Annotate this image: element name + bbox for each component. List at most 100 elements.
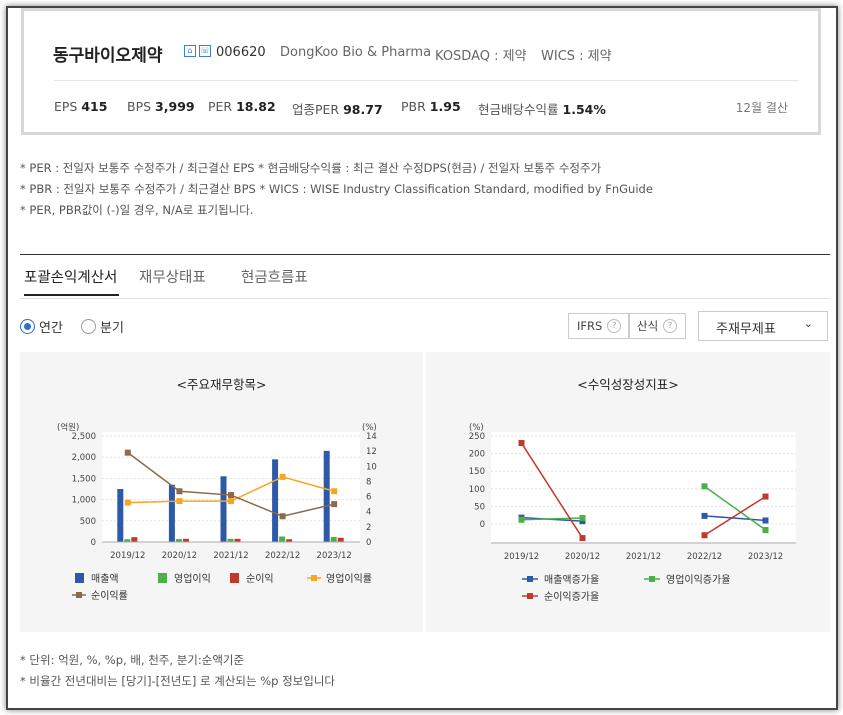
tab-cash-flow[interactable]: 현금흐름표 bbox=[241, 270, 308, 286]
y2-tick-label: 8 bbox=[366, 477, 371, 487]
point-순이익률 bbox=[228, 492, 234, 499]
y-tick-label: 2,500 bbox=[72, 432, 96, 442]
legend-swatch-순이익률 bbox=[76, 592, 82, 598]
bar-영업이익 bbox=[330, 536, 337, 542]
statement-tabs: 포괄손익계산서 재무상태표 현금흐름표 bbox=[20, 266, 830, 299]
home-icon[interactable]: ⌂ bbox=[184, 45, 196, 57]
legend-label-영업이익률: 영업이익률 bbox=[326, 572, 372, 585]
point-순이익률 bbox=[176, 488, 183, 495]
legend-swatch-영업이익률 bbox=[311, 575, 317, 581]
chart-title: <주요재무항목> bbox=[176, 377, 267, 392]
stat-pbr: PBR 1.95 bbox=[401, 99, 461, 114]
line-순이익증가율 bbox=[520, 442, 584, 539]
formula-label: 산식 bbox=[637, 319, 659, 333]
bar-매출액 bbox=[323, 450, 330, 542]
radio-quarter[interactable]: 분기 bbox=[81, 317, 124, 336]
point-매출액증가율 bbox=[701, 512, 708, 519]
y-tick-label: 50 bbox=[474, 502, 485, 512]
y-tick-label: 150 bbox=[469, 467, 485, 477]
point-순이익증가율 bbox=[518, 440, 525, 447]
y-tick-label: 1,000 bbox=[72, 496, 96, 506]
point-매출액증가율 bbox=[762, 517, 769, 524]
radio-annual-label: 연간 bbox=[39, 321, 63, 336]
company-header: 동구바이오제약 ⌂ ☏ 006620 DongKoo Bio & Pharma … bbox=[21, 8, 821, 135]
bar-순이익 bbox=[131, 537, 138, 542]
y2-tick-label: 6 bbox=[366, 493, 371, 503]
english-name: DongKoo Bio & Pharma bbox=[280, 45, 432, 60]
x-tick-label: 2023/12 bbox=[748, 552, 783, 562]
point-순이익증가율 bbox=[762, 493, 769, 500]
formula-toggle[interactable]: 산식? bbox=[628, 313, 687, 339]
statement-type-select[interactable]: 주재무제표 ⌄ bbox=[698, 311, 828, 341]
y-tick-label: 500 bbox=[80, 517, 96, 527]
bar-매출액 bbox=[117, 489, 124, 542]
x-tick-label: 2021/12 bbox=[626, 552, 661, 562]
y-tick-label: 1,500 bbox=[72, 474, 96, 484]
stat-industry-per: 업종PER 98.77 bbox=[292, 102, 383, 117]
line-매출액증가율 bbox=[704, 515, 766, 522]
y-tick-label: 250 bbox=[469, 432, 485, 442]
point-영업이익증가율 bbox=[701, 483, 708, 490]
ifrs-toggle[interactable]: IFRS? bbox=[568, 313, 631, 339]
point-순이익률 bbox=[124, 449, 131, 456]
ifrs-label: IFRS bbox=[577, 319, 603, 333]
bar-매출액 bbox=[168, 484, 175, 542]
x-tick-label: 2020/12 bbox=[565, 552, 600, 562]
tab-income-statement[interactable]: 포괄손익계산서 bbox=[24, 266, 120, 296]
legend-swatch-순이익증가율 bbox=[527, 593, 533, 599]
legend-label-순이익률: 순이익률 bbox=[91, 590, 128, 602]
radio-circle bbox=[81, 319, 96, 334]
select-value: 주재무제표 bbox=[716, 322, 776, 337]
point-영업이익증가율 bbox=[579, 515, 586, 522]
legend-label-영업이익: 영업이익 bbox=[174, 572, 211, 585]
stat-bps: BPS 3,999 bbox=[127, 99, 195, 114]
legend-label-순이익: 순이익 bbox=[246, 573, 274, 585]
y2-tick-label: 2 bbox=[366, 523, 371, 533]
radio-annual[interactable]: 연간 bbox=[20, 317, 63, 336]
point-영업이익률 bbox=[279, 473, 286, 480]
bar-영업이익 bbox=[175, 539, 182, 542]
point-순이익률 bbox=[331, 501, 338, 508]
phone-icon[interactable]: ☏ bbox=[199, 45, 211, 57]
y-axis-unit: (억원) bbox=[57, 422, 79, 433]
window-frame: 동구바이오제약 ⌂ ☏ 006620 DongKoo Bio & Pharma … bbox=[6, 6, 838, 710]
growth-chart: 250 200 150 100 50 0 (%) 2019/12 2020/12 2021/12 2… bbox=[469, 423, 796, 603]
stat-eps: EPS 415 bbox=[54, 99, 108, 114]
legend-swatch-영업이익증가율 bbox=[649, 576, 655, 582]
footer-line: * 단위: 억원, %, %p, 배, 천주, 분기:순액기준 bbox=[20, 653, 245, 667]
y-tick-label: 0 bbox=[91, 538, 96, 548]
bar-영업이익 bbox=[124, 539, 131, 542]
chart-title: <수익성장성지표> bbox=[577, 377, 679, 392]
stat-per: PER 18.82 bbox=[208, 99, 276, 114]
tab-balance-sheet[interactable]: 재무상태표 bbox=[139, 270, 206, 286]
bar-영업이익 bbox=[279, 536, 286, 542]
bar-순이익 bbox=[286, 539, 293, 542]
y-axis-unit: (%) bbox=[469, 423, 484, 433]
x-tick-label: 2019/12 bbox=[504, 552, 539, 562]
market-label: KOSDAQ : 제약 bbox=[435, 49, 527, 64]
note-line: * PER : 전일자 보통주 수정주가 / 최근결산 EPS * 현금배당수익… bbox=[20, 161, 602, 175]
point-영업이익률 bbox=[124, 499, 131, 506]
financial-items-chart: 2,500 2,000 1,500 1,000 500 0 14 12 10 8 6 4 2 0 (억원) (… bbox=[57, 422, 377, 602]
bar-영업이익 bbox=[227, 538, 234, 542]
plot-area bbox=[491, 432, 796, 543]
fiscal-label: 12월 결산 bbox=[735, 101, 788, 115]
point-영업이익증가율 bbox=[762, 526, 769, 533]
x-tick-label: 2020/12 bbox=[162, 551, 197, 561]
help-icon[interactable]: ? bbox=[663, 319, 678, 333]
section-divider bbox=[20, 254, 830, 255]
bar-매출액 bbox=[272, 459, 279, 542]
radio-quarter-label: 분기 bbox=[100, 321, 124, 336]
legend-label-매출액: 매출액 bbox=[91, 573, 119, 585]
footer-line: * 비율간 전년대비는 [당기]-[전년도] 로 계산되는 %p 정보입니다 bbox=[20, 674, 335, 688]
radio-circle bbox=[20, 319, 35, 334]
y-tick-label: 200 bbox=[469, 450, 485, 460]
help-icon[interactable]: ? bbox=[607, 319, 622, 333]
bar-순이익 bbox=[337, 537, 344, 542]
bar-순이익 bbox=[234, 538, 241, 542]
y-tick-label: 100 bbox=[469, 485, 485, 495]
wics-label: WICS : 제약 bbox=[541, 49, 612, 64]
notes: * PER : 전일자 보통주 수정주가 / 최근결산 EPS * 현금배당수익… bbox=[20, 158, 653, 221]
legend-swatch-영업이익 bbox=[158, 573, 167, 583]
point-매출액증가율 bbox=[579, 518, 586, 525]
